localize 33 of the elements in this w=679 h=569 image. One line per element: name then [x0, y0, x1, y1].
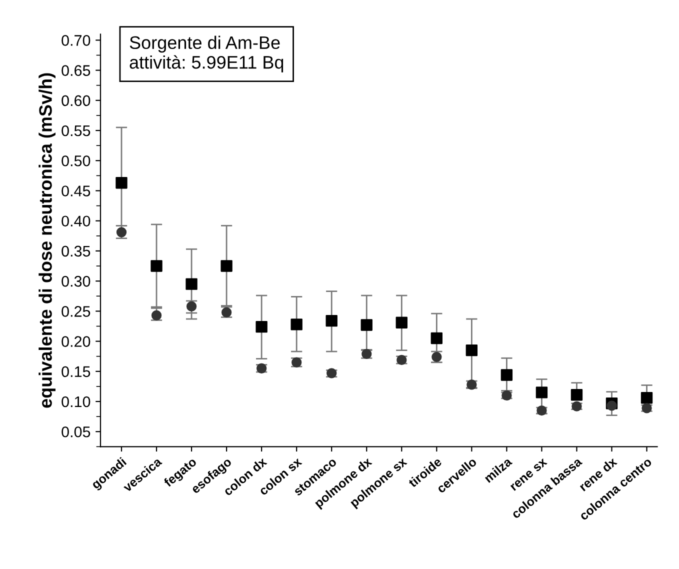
- y-tick-label: 0.20: [62, 336, 90, 347]
- y-tick-label: 0.35: [62, 246, 90, 257]
- point: [606, 400, 617, 411]
- y-tick-label: 0.05: [62, 426, 90, 438]
- y-tick-label: 0.60: [62, 95, 90, 106]
- y-tick-label: 0.15: [62, 366, 90, 378]
- point: [186, 301, 197, 312]
- y-tick-label: 0.70: [62, 35, 90, 46]
- point: [256, 320, 268, 333]
- point: [150, 260, 162, 272]
- point: [430, 332, 443, 344]
- point: [396, 316, 408, 328]
- y-axis-title: equivalente di dose neutronica (mSv/h): [38, 73, 56, 408]
- point: [116, 177, 128, 189]
- point: [290, 318, 302, 330]
- point: [466, 344, 478, 356]
- point: [536, 386, 548, 398]
- y-tick-label: 0.55: [62, 125, 90, 136]
- y-tick-label: 0.65: [62, 65, 90, 76]
- point: [220, 260, 232, 272]
- point: [326, 314, 338, 327]
- point: [360, 319, 372, 331]
- y-tick-label: 0.25: [62, 306, 90, 317]
- y-tick-label: 0.50: [62, 155, 90, 166]
- point: [186, 278, 198, 290]
- y-tick-label: 0.45: [62, 186, 90, 196]
- annotation: Sorgente di Am-Be attività: 5.99E11 Bq: [130, 36, 284, 72]
- point: [500, 369, 513, 381]
- y-tick-label: 0.10: [62, 396, 90, 408]
- point: [640, 392, 653, 404]
- point: [570, 389, 583, 401]
- y-tick-label: 0.40: [62, 216, 90, 227]
- y-tick-label: 0.30: [62, 276, 90, 287]
